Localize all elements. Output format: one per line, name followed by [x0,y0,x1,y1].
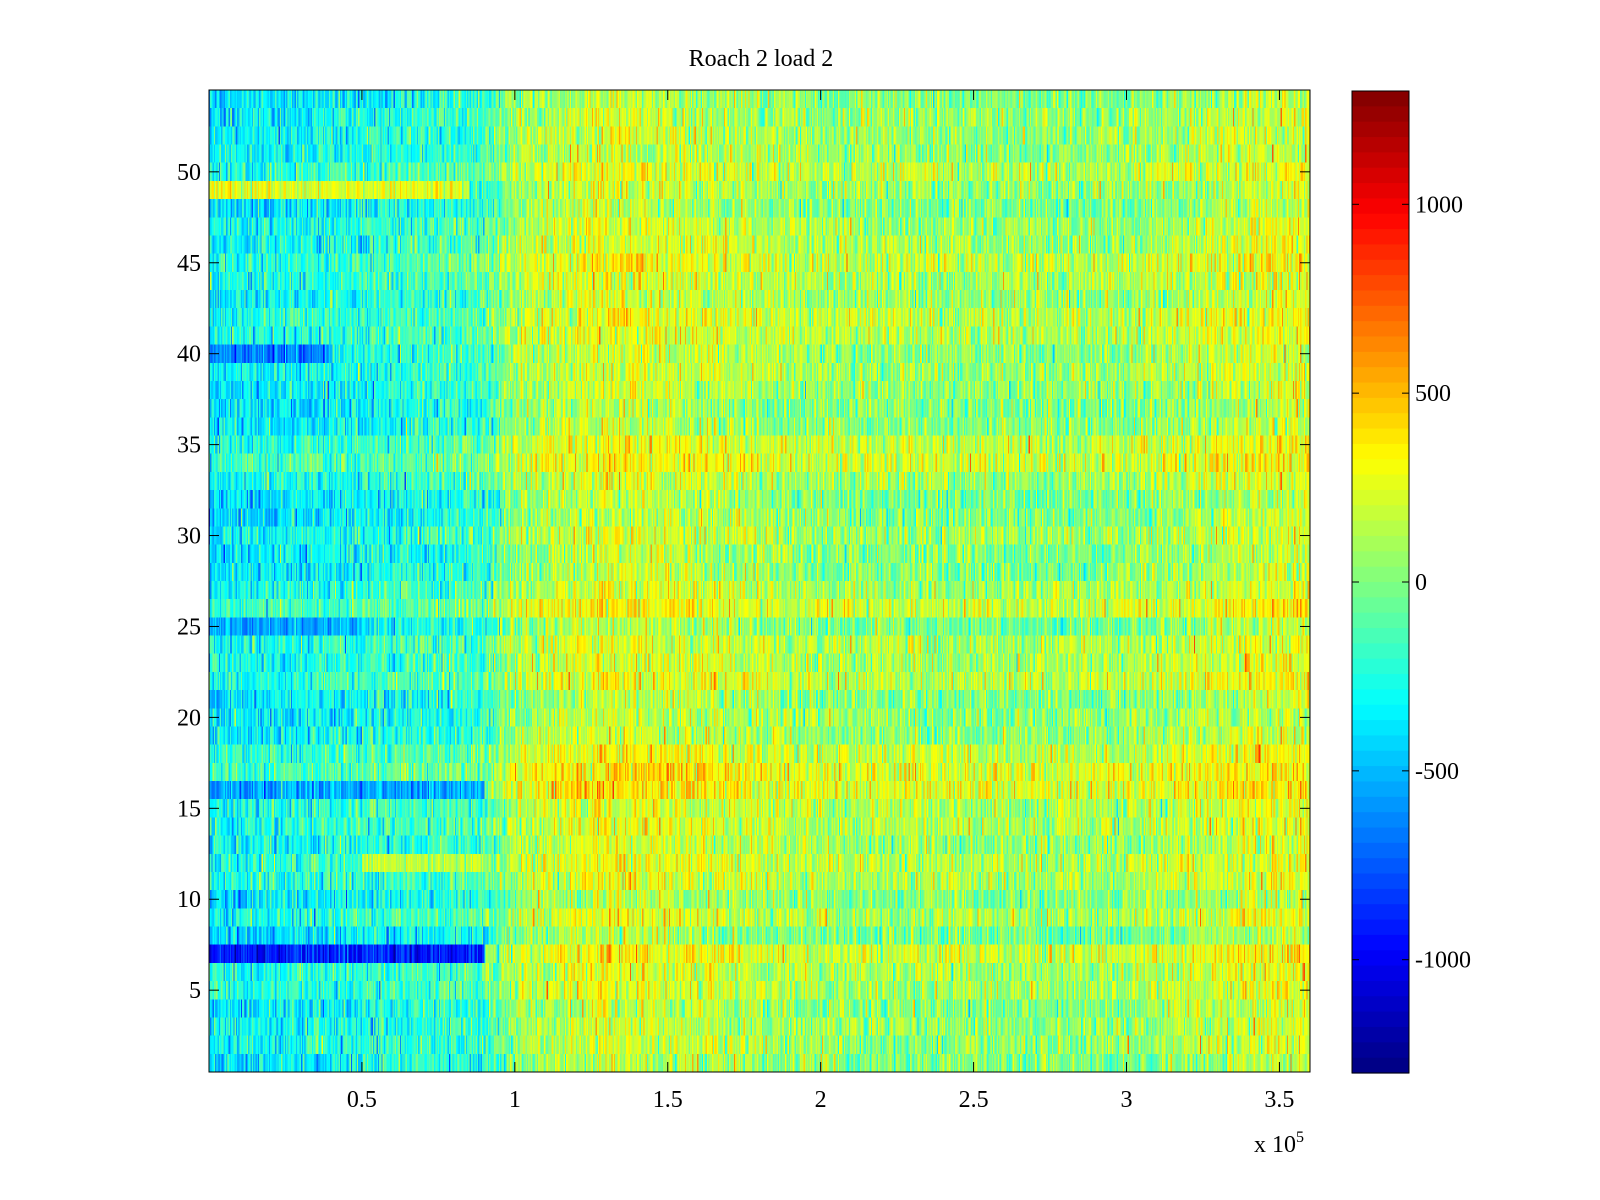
colorbar-segment [1352,275,1409,292]
colorbar-segment [1352,259,1409,276]
colorbar-segment [1352,873,1409,890]
colorbar-tick-label: -500 [1415,759,1459,785]
colorbar-segment [1352,674,1409,691]
colorbar-segment [1352,336,1409,353]
colorbar-axis: 1000 500 0 -500 -1000 [1352,192,1471,974]
colorbar-segment [1352,934,1409,951]
colorbar-segment [1352,535,1409,552]
colorbar-segment [1352,91,1409,107]
colorbar-segment [1352,1026,1409,1043]
colorbar [1352,91,1409,1074]
colorbar-segment [1352,597,1409,614]
colorbar-segment [1352,198,1409,215]
colorbar-segment [1352,229,1409,246]
colorbar-segment [1352,167,1409,184]
colorbar-segment [1352,459,1409,476]
colorbar-segment [1352,766,1409,783]
colorbar-segment [1352,750,1409,767]
colorbar-segment [1352,183,1409,200]
colorbar-segment [1352,413,1409,430]
x-axis-exponent-base: x 10 [1254,1132,1296,1158]
colorbar-segment [1352,106,1409,123]
y-tick-label: 40 [177,342,201,368]
colorbar-segment [1352,213,1409,230]
colorbar-segment [1352,858,1409,875]
x-tick-label: 3 [1121,1087,1133,1113]
colorbar-segment [1352,474,1409,491]
y-tick-label: 10 [177,887,201,913]
colorbar-segment [1352,628,1409,644]
colorbar-segment [1352,443,1409,460]
y-tick-label: 50 [177,160,201,186]
colorbar-segment [1352,996,1409,1013]
colorbar-segment [1352,121,1409,138]
colorbar-tick-label: -1000 [1415,948,1471,974]
colorbar-segment [1352,812,1409,829]
colorbar-segment [1352,1011,1409,1028]
colorbar-segment [1352,551,1409,568]
colorbar-segment [1352,489,1409,506]
colorbar-segment [1352,904,1409,921]
colorbar-segment [1352,827,1409,844]
colorbar-segment [1352,520,1409,537]
colorbar-segment [1352,367,1409,384]
colorbar-segment [1352,689,1409,706]
colorbar-segment [1352,397,1409,414]
colorbar-tick-label: 500 [1415,381,1451,407]
y-tick-label: 30 [177,524,201,550]
colorbar-segment [1352,1042,1409,1059]
colorbar-segment [1352,137,1409,153]
x-tick-label: 3.5 [1264,1087,1294,1113]
colorbar-tick-label: 0 [1415,570,1427,596]
x-axis: 0.5 1 1.5 2 2.5 3 3.5 [347,90,1294,1113]
y-tick-label: 45 [177,251,201,277]
colorbar-segment [1352,842,1409,859]
colorbar-segment [1352,305,1409,322]
y-tick-label: 20 [177,705,201,731]
x-axis-exponent-power: 5 [1296,1129,1304,1146]
colorbar-segment [1352,244,1409,261]
x-tick-label: 2.5 [959,1087,989,1113]
colorbar-segment [1352,382,1409,399]
colorbar-segment [1352,582,1409,598]
colorbar-segment [1352,965,1409,982]
colorbar-tick-label: 1000 [1415,192,1463,218]
colorbar-segment [1352,704,1409,721]
colorbar-segment [1352,658,1409,675]
colorbar-segment [1352,612,1409,629]
x-tick-label: 1.5 [653,1087,683,1113]
colorbar-segment [1352,152,1409,169]
colorbar-segment [1352,919,1409,936]
colorbar-segment [1352,428,1409,445]
colorbar-segment [1352,643,1409,660]
x-tick-label: 1 [509,1087,521,1113]
y-tick-label: 5 [189,978,201,1004]
colorbar-segment [1352,720,1409,737]
colorbar-segment [1352,351,1409,368]
x-tick-label: 0.5 [347,1087,377,1113]
colorbar-segment [1352,796,1409,813]
colorbar-segment [1352,735,1409,752]
colorbar-segment [1352,980,1409,997]
y-axis: 5 10 15 20 25 30 35 40 45 50 [177,160,1310,1004]
colorbar-segment [1352,566,1409,583]
x-tick-label: 2 [815,1087,827,1113]
colorbar-segment [1352,950,1409,967]
colorbar-segment [1352,290,1409,307]
plot-frame [208,89,1311,1073]
heatmap-cells [209,90,1310,1072]
colorbar-segment [1352,321,1409,338]
heatmap [209,90,1310,1072]
colorbar-segment [1352,1057,1409,1074]
chart-title: Roach 2 load 2 [689,46,834,72]
colorbar-segment [1352,888,1409,905]
colorbar-segment [1352,505,1409,522]
colorbar-segment [1352,781,1409,798]
y-tick-label: 15 [177,796,201,822]
x-axis-exponent: x 105 [1254,1129,1304,1158]
y-tick-label: 25 [177,614,201,640]
y-tick-label: 35 [177,433,201,459]
